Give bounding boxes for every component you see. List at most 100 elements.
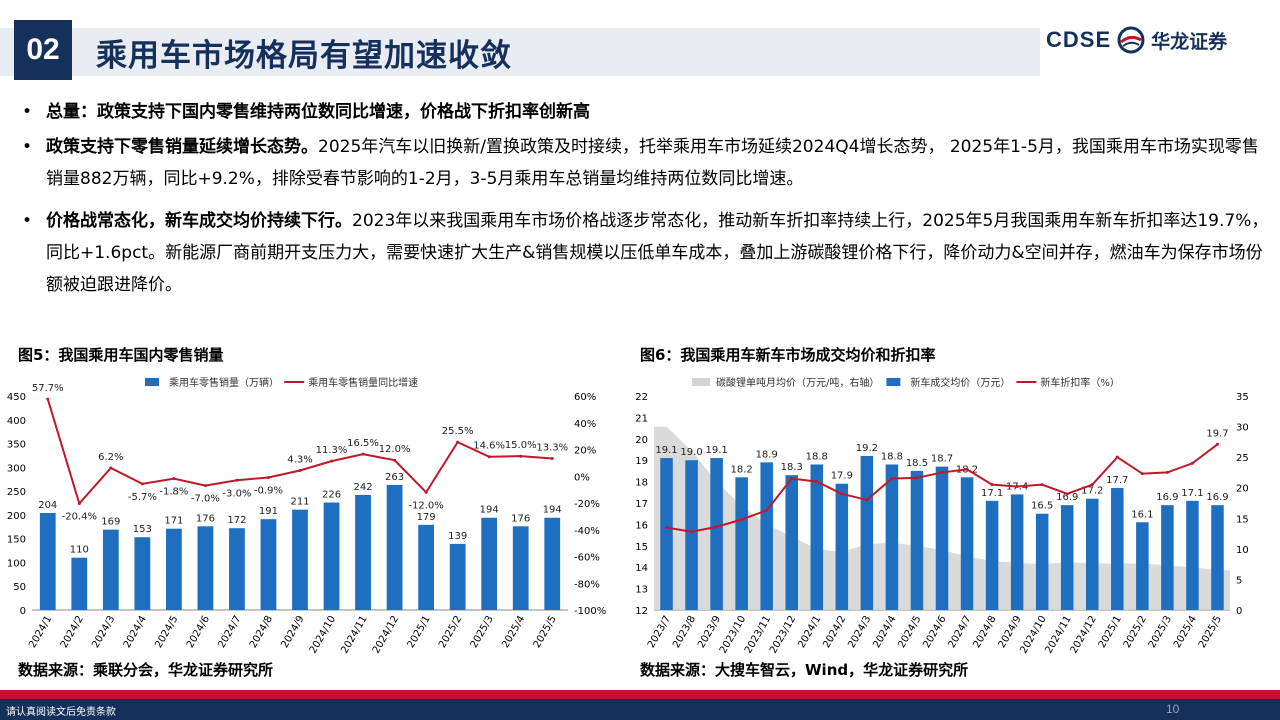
fig6-ytick-right: 10 — [1236, 545, 1249, 556]
fig5-line-label: 6.2% — [98, 452, 123, 463]
fig5-bar-label: 110 — [70, 545, 89, 556]
fig6-bar — [1186, 500, 1199, 610]
fig6-bar-label: 18.7 — [931, 454, 953, 465]
fig6-ytick-right: 0 — [1236, 606, 1242, 617]
bullet-dot-icon: • — [22, 211, 33, 231]
fig6-bar-label: 18.5 — [906, 458, 928, 469]
fig6-line-point — [665, 525, 669, 529]
fig5-line-label: -0.9% — [254, 485, 283, 496]
fig5-line-point — [487, 455, 491, 459]
fig6-bar-label: 17.2 — [1081, 486, 1103, 497]
fig6-bar-label: 16.9 — [1206, 492, 1228, 503]
bullet-item: • 价格战常态化，新车成交均价持续下行。2023年以来我国乘用车市场价格战逐步常… — [18, 205, 1273, 301]
fig5-bar-label: 176 — [511, 513, 530, 524]
fig5-bar-label: 242 — [354, 482, 373, 493]
fig6-xtick: 2023/9 — [696, 614, 723, 650]
fig6-xtick: 2023/7 — [646, 614, 673, 650]
fig6-legend-swatch — [692, 378, 710, 386]
fig6-xtick: 2024/8 — [972, 614, 999, 650]
fig6-line-point — [790, 477, 794, 481]
fig6-ytick-left: 19 — [635, 456, 648, 467]
bullet-item: • 政策支持下零售销量延续增长态势。2025年汽车以旧换新/置换政策及时接续，托… — [18, 131, 1273, 195]
fig5-xtick: 2025/4 — [500, 614, 527, 650]
fig5-line-label: 14.6% — [473, 441, 505, 452]
bullet-lead: 政策支持下零售销量延续增长态势。 — [46, 137, 318, 157]
fig6-source: 数据来源：大搜车智云，Wind，华龙证券研究所 — [640, 661, 969, 679]
fig5-line-label: 16.5% — [347, 438, 379, 449]
fig5-line-label: -7.0% — [191, 494, 220, 505]
fig5-bar-label: 194 — [543, 505, 562, 516]
fig6-legend-label: 新车折扣率（%） — [1040, 376, 1120, 389]
fig6-bar — [1035, 513, 1049, 610]
fig5-xtick: 2024/10 — [308, 614, 338, 654]
fig5-line-label: -1.8% — [159, 487, 188, 498]
fig5-bar-label: 172 — [227, 515, 246, 526]
logo-mark-icon — [1117, 26, 1145, 54]
fig5-line-point — [393, 458, 397, 462]
fig6-bar — [960, 477, 974, 610]
fig5-bar-label: 263 — [385, 472, 404, 483]
fig5-ytick-right: -60% — [574, 553, 600, 564]
fig5-ytick-right: -40% — [574, 526, 600, 537]
fig6-ytick-left: 22 — [635, 392, 648, 403]
fig5-ytick-right: -100% — [574, 606, 606, 617]
fig6-title: 图6：我国乘用车新车市场成交均价和折扣率 — [640, 346, 936, 364]
fig5-line-point — [203, 484, 207, 488]
logo-text-cn: 华龙证券 — [1151, 30, 1228, 53]
fig5-title: 图5：我国乘用车国内零售销量 — [18, 346, 224, 364]
fig5-xtick: 2024/6 — [185, 614, 212, 650]
fig6-bar-label: 17.1 — [1181, 488, 1203, 499]
fig5-bar — [197, 526, 214, 610]
fig6-line-point — [965, 467, 969, 471]
fig5-line-label: 13.3% — [536, 442, 568, 453]
fig6-line-point — [940, 470, 944, 474]
fig5-chart: 0 50 100 150 200 250 300 350 400 450 -100% -80% -60%… — [7, 376, 606, 654]
fig5-line-point — [235, 478, 239, 482]
bullet-list: • 总量：政策支持下国内零售维持两位数同比增速，价格战下折扣率创新高 • 政策支… — [18, 96, 1273, 301]
fig5-line-point — [456, 440, 460, 444]
fig6-ytick-left: 13 — [635, 585, 648, 596]
fig5-bar — [544, 517, 561, 610]
fig6-xtick: 2025/1 — [1097, 614, 1124, 650]
fig5-source: 数据来源：乘联分会，华龙证券研究所 — [18, 661, 274, 679]
fig5-line-point — [46, 397, 50, 401]
fig6-ytick-left: 18 — [635, 478, 648, 489]
fig5-line-label: 4.3% — [287, 454, 312, 465]
fig6-line-point — [1215, 442, 1219, 446]
fig6-line-point — [815, 480, 819, 484]
fig6-bar-label: 19.2 — [856, 443, 878, 454]
fig5-ytick-right: 20% — [574, 446, 596, 457]
fig6-bar — [910, 470, 924, 610]
fig5-line-label: 12.0% — [379, 444, 411, 455]
fig6-bar-label: 17.9 — [831, 471, 853, 482]
section-number: 02 — [14, 20, 72, 80]
fig5-ytick-left: 100 — [7, 558, 26, 569]
fig6-line-label: 19.7 — [1206, 428, 1228, 439]
fig5-bar-label: 226 — [322, 490, 341, 501]
fig6-bar-label: 19.0 — [680, 447, 702, 458]
fig5-xtick: 2024/7 — [216, 614, 243, 650]
fig6-line-point — [840, 492, 844, 496]
fig5-line-point — [140, 482, 144, 486]
fig5-bar-label: 179 — [417, 512, 436, 523]
fig5-ytick-right: 0% — [574, 472, 590, 483]
fig5-line-label: -3.0% — [222, 488, 251, 499]
fig5-legend-label: 乘用车零售销量同比增速 — [308, 376, 418, 389]
bullet-text: 2023年以来我国乘用车市场价格战逐步常态化，推动新车折扣率持续上行，2025年… — [46, 211, 1269, 295]
fig5-line-label: 25.5% — [442, 426, 474, 437]
fig6-ytick-left: 15 — [635, 542, 648, 553]
fig5-line-label: 11.3% — [316, 445, 348, 456]
page-title: 乘用车市场格局有望加速收敛 — [96, 38, 512, 74]
fig6-ytick-left: 14 — [635, 563, 648, 574]
fig5-xtick: 2024/8 — [248, 614, 275, 650]
fig6-bar — [935, 466, 949, 610]
bullet-text: 2025年汽车以旧换新/置换政策及时接续，托举乘用车市场延续2024Q4增长态势… — [46, 137, 1259, 189]
fig6-bar-label: 19.1 — [655, 445, 677, 456]
fig6-xtick: 2024/3 — [846, 614, 873, 650]
fig6-legend-label: 碳酸锂单吨月均价（万元/吨，右轴） — [716, 376, 879, 389]
bullet-lead: 价格战常态化，新车成交均价持续下行。 — [46, 211, 352, 231]
fig6-legend-label: 新车成交均价（万元） — [910, 376, 1010, 389]
fig6-ytick-left: 20 — [635, 435, 648, 446]
fig5-line-label: -12.0% — [408, 500, 443, 511]
fig6-bar — [985, 500, 999, 610]
